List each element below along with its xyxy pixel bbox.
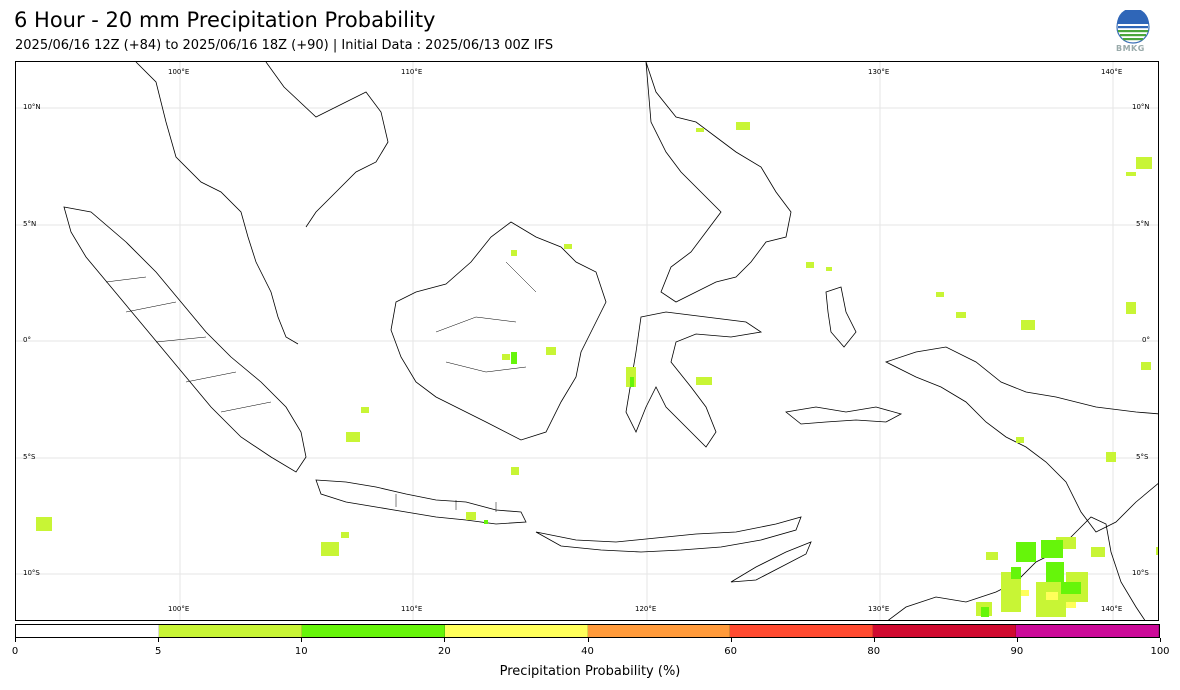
lon-label-top-100: 100°E bbox=[168, 68, 190, 76]
lon-label-top-110: 110°E bbox=[401, 68, 423, 76]
coast-papua bbox=[884, 346, 1158, 533]
colorbar-segment bbox=[873, 625, 1017, 637]
coast-nusa-tenggara bbox=[535, 516, 802, 553]
colorbar-tick-mark bbox=[587, 638, 589, 642]
colorbar-segment bbox=[1016, 625, 1159, 637]
coast-borneo bbox=[390, 221, 607, 441]
bmkg-logo bbox=[1116, 10, 1150, 44]
colorbar bbox=[15, 624, 1160, 638]
lon-label-bottom-110: 110°E bbox=[401, 605, 423, 613]
lat-label-right-5n: 5°N bbox=[1136, 220, 1150, 228]
map-panel: 100°E 110°E 130°E 140°E 100°E 110°E 120°… bbox=[15, 61, 1159, 621]
logo-text: BMKG bbox=[1116, 44, 1145, 53]
lon-label-bottom-120: 120°E bbox=[635, 605, 657, 613]
map-subtitle: 2025/06/16 12Z (+84) to 2025/06/16 18Z (… bbox=[15, 38, 554, 53]
map-canvas bbox=[16, 62, 1158, 620]
lat-label-left-5s: 5°S bbox=[23, 453, 36, 461]
coastlines bbox=[63, 62, 1158, 620]
precip-patches bbox=[36, 122, 1158, 617]
province-borders bbox=[105, 261, 537, 512]
colorbar-tick-mark bbox=[1160, 638, 1161, 642]
lat-label-right-10n: 10°N bbox=[1132, 103, 1150, 111]
colorbar-tick-label: 60 bbox=[724, 646, 737, 657]
coast-halmahera bbox=[825, 286, 857, 348]
colorbar-segment bbox=[301, 625, 445, 637]
coast-sumatra bbox=[63, 206, 307, 473]
colorbar-tick-label: 90 bbox=[1010, 646, 1024, 657]
lat-label-left-0: 0° bbox=[23, 336, 31, 344]
colorbar-label: Precipitation Probability (%) bbox=[499, 664, 681, 679]
coast-indochina bbox=[135, 62, 299, 345]
colorbar-segment bbox=[730, 625, 874, 637]
colorbar-tick-label: 80 bbox=[867, 646, 881, 657]
colorbar-tick-mark bbox=[730, 638, 732, 642]
colorbar-tick-label: 20 bbox=[438, 646, 451, 657]
colorbar-tick-label: 0 bbox=[11, 646, 19, 657]
colorbar-tick-mark bbox=[444, 638, 446, 642]
lon-label-bottom-140: 140°E bbox=[1101, 605, 1123, 613]
coast-sulawesi bbox=[625, 311, 763, 448]
colorbar-tick-label: 5 bbox=[154, 646, 162, 657]
colorbar-segment bbox=[444, 625, 588, 637]
lon-label-bottom-100: 100°E bbox=[168, 605, 190, 613]
coast-vietnam bbox=[265, 62, 389, 228]
lon-label-top-140: 140°E bbox=[1101, 68, 1123, 76]
colorbar-segment bbox=[16, 625, 159, 637]
lat-label-left-10s: 10°S bbox=[23, 569, 40, 577]
colorbar-tick-label: 100 bbox=[1150, 646, 1170, 657]
colorbar-segment bbox=[587, 625, 731, 637]
lat-label-right-10s: 10°S bbox=[1132, 569, 1149, 577]
colorbar-tick-mark bbox=[1016, 638, 1018, 642]
lat-label-left-5n: 5°N bbox=[23, 220, 37, 228]
colorbar-segment bbox=[158, 625, 302, 637]
coast-maluku bbox=[785, 406, 903, 425]
map-title: 6 Hour - 20 mm Precipitation Probability bbox=[14, 8, 436, 32]
colorbar-tick-label: 10 bbox=[294, 646, 308, 657]
lat-label-right-5s: 5°S bbox=[1136, 453, 1149, 461]
graticule bbox=[16, 62, 1158, 620]
coast-java bbox=[315, 479, 527, 525]
colorbar-tick-label: 40 bbox=[581, 646, 594, 657]
lat-label-right-0: 0° bbox=[1142, 336, 1150, 344]
lon-label-top-130: 130°E bbox=[868, 68, 890, 76]
colorbar-tick-mark bbox=[301, 638, 303, 642]
coast-philippines bbox=[645, 62, 792, 303]
colorbar-tick-mark bbox=[15, 638, 16, 642]
lon-label-bottom-130: 130°E bbox=[868, 605, 890, 613]
lat-label-left-10n: 10°N bbox=[23, 103, 41, 111]
colorbar-tick-mark bbox=[873, 638, 875, 642]
coast-timor bbox=[730, 541, 812, 583]
colorbar-tick-mark bbox=[158, 638, 160, 642]
